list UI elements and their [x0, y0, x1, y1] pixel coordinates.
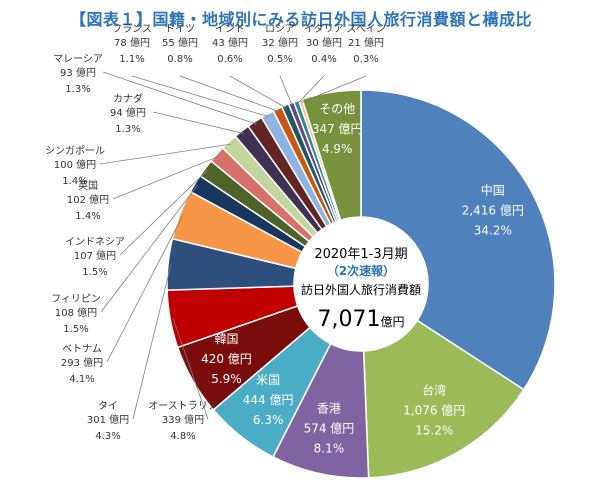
slice-label-value-11: 100 億円 — [54, 158, 96, 171]
leader-line-10 — [112, 155, 220, 200]
leader-line-8 — [100, 184, 198, 313]
slice-0 — [360, 89, 556, 391]
center-label: 訪日外国人旅行消費額 — [301, 282, 421, 297]
chart-title: 【図表１】国籍・地域別にみる訪日外国人旅行消費額と構成比 — [69, 10, 532, 29]
slice-label-value-17: 32 億円 — [262, 36, 298, 49]
slice-1 — [362, 319, 525, 479]
slice-label-name-11: シンガポール — [45, 145, 105, 157]
slice-label-value-1: 1,076 億円 — [403, 404, 465, 418]
slice-label-pct-9: 1.5% — [82, 267, 107, 278]
slice-label-pct-16: 0.6% — [217, 54, 242, 65]
leader-line-18 — [296, 75, 325, 105]
slice-label-value-20: 347 億円 — [312, 122, 363, 136]
slice-label-pct-11: 1.4% — [62, 176, 87, 187]
slice-label-name-20: その他 — [319, 102, 355, 116]
slice-label-pct-18: 0.4% — [311, 54, 336, 65]
slice-label-pct-8: 1.5% — [63, 324, 88, 335]
slice-label-pct-19: 0.3% — [353, 54, 378, 65]
slice-label-value-10: 102 億円 — [67, 193, 109, 206]
leader-line-14 — [131, 75, 269, 118]
slice-label-name-19: スペイン — [346, 24, 385, 35]
slice-label-pct-15: 0.8% — [167, 54, 192, 65]
slice-label-value-8: 108 億円 — [55, 306, 97, 319]
slice-label-value-14: 78 億円 — [114, 36, 150, 49]
slice-label-name-18: イタリア — [304, 23, 344, 35]
center-total-unit: 億円 — [380, 315, 404, 329]
slice-label-pct-0: 34.2% — [474, 223, 512, 237]
slice-label-name-14: フランス — [112, 23, 152, 35]
slice-label-name-3: 米国 — [256, 373, 280, 387]
center-period: 2020年1-3月期 — [314, 247, 407, 262]
slice-label-pct-3: 6.3% — [253, 413, 284, 427]
center-note: （2次速報） — [327, 263, 395, 278]
leader-line-5 — [172, 318, 209, 420]
slice-label-pct-1: 15.2% — [415, 424, 453, 438]
slice-label-pct-14: 1.1% — [119, 54, 144, 65]
slice-label-name-8: フィリピン — [51, 293, 101, 305]
slice-label-name-0: 中国 — [481, 182, 505, 197]
slice-label-value-13: 93 億円 — [60, 66, 96, 79]
slice-label-name-16: インド — [215, 24, 245, 35]
leader-line-17 — [279, 75, 293, 106]
slice-label-value-12: 94 億円 — [110, 106, 146, 119]
slice-label-pct-13: 1.3% — [65, 84, 90, 95]
slice-label-name-17: ロシア — [265, 24, 295, 35]
slice-label-name-9: インドネシア — [65, 236, 125, 248]
leader-line-11 — [99, 143, 232, 165]
slice-label-pct-2: 8.1% — [314, 442, 345, 456]
slice-label-value-19: 21 億円 — [348, 36, 384, 49]
slice-label-value-4: 420 億円 — [201, 352, 252, 366]
slice-label-name-4: 韓国 — [214, 332, 238, 346]
leader-line-15 — [179, 75, 279, 112]
slice-label-name-5: オーストラリア — [148, 400, 218, 412]
donut-hole — [295, 218, 427, 350]
center-total-value: 7,071 — [318, 307, 381, 332]
slice-label-name-10: 英国 — [78, 179, 98, 192]
leader-line-13 — [102, 71, 257, 125]
leader-line-9 — [119, 169, 209, 256]
slice-label-pct-17: 0.5% — [267, 54, 292, 65]
slice-label-name-6: タイ — [98, 400, 118, 412]
leader-line-7 — [106, 215, 183, 363]
slice-label-value-16: 43 億円 — [212, 36, 248, 49]
slice-label-value-6: 301 億円 — [87, 413, 129, 426]
slice-label-pct-10: 1.4% — [75, 211, 100, 222]
leader-line-6 — [132, 264, 172, 420]
slice-20 — [301, 89, 362, 222]
slice-label-pct-5: 4.8% — [170, 431, 195, 442]
slice-label-name-7: ベトナム — [62, 343, 102, 355]
slice-label-pct-7: 4.1% — [69, 374, 94, 385]
slice-label-value-2: 574 億円 — [304, 422, 355, 436]
slice-label-pct-20: 4.9% — [322, 142, 353, 156]
slice-label-pct-6: 4.3% — [95, 431, 120, 442]
slice-label-value-0: 2,416 億円 — [462, 203, 524, 217]
slice-label-value-5: 339 億円 — [162, 413, 204, 426]
slice-label-name-15: ドイツ — [165, 24, 195, 35]
center-total: 7,071億円 — [318, 307, 405, 332]
slice-label-value-3: 444 億円 — [243, 393, 294, 407]
slice-label-value-9: 107 億円 — [74, 249, 116, 262]
slice-label-name-1: 台湾 — [422, 383, 446, 398]
slice-label-value-18: 30 億円 — [306, 36, 342, 49]
leader-line-12 — [152, 111, 244, 134]
slice-label-pct-4: 5.9% — [211, 372, 242, 386]
slice-label-name-12: カナダ — [113, 92, 143, 105]
slice-label-value-7: 293 億円 — [61, 356, 103, 369]
slice-label-name-13: マレーシア — [53, 54, 103, 65]
leader-line-16 — [229, 75, 287, 109]
slice-label-pct-12: 1.3% — [115, 124, 140, 135]
slice-label-name-2: 香港 — [317, 402, 341, 416]
slice-label-value-15: 55 億円 — [162, 36, 198, 49]
leader-line-19 — [301, 75, 367, 103]
